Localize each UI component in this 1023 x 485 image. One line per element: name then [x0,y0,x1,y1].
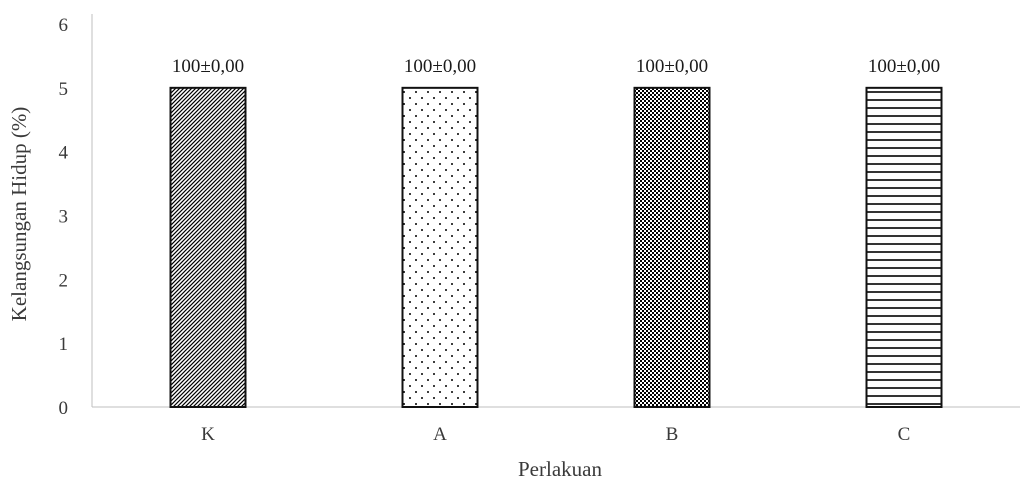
data-label-c: 100±0,00 [868,56,940,77]
bar-k [169,86,247,408]
bar-c [865,86,943,408]
bars-group [169,86,943,408]
x-tick-label-k: K [201,424,215,445]
bar-b [633,86,711,408]
y-tick-label: 5 [59,79,69,100]
y-tick-label: 0 [59,398,69,419]
y-tick-label: 3 [59,207,69,228]
data-labels-group: 100±0,00 100±0,00 100±0,00 100±0,00 [172,56,940,77]
y-tick-label: 1 [59,334,69,355]
bar-a [401,86,479,408]
data-label-a: 100±0,00 [404,56,476,77]
data-label-k: 100±0,00 [172,56,244,77]
x-tick-label-b: B [666,424,679,445]
x-tick-label-a: A [433,424,447,445]
y-axis-ticks: 0 1 2 3 4 5 6 [59,15,69,419]
data-label-b: 100±0,00 [636,56,708,77]
y-tick-label: 6 [59,15,69,36]
y-tick-label: 4 [59,143,69,164]
y-axis-title: Kelangsungan Hidup (%) [7,107,31,322]
x-tick-label-c: C [898,424,911,445]
y-tick-label: 2 [59,270,69,291]
x-axis-title: Perlakuan [518,457,602,481]
